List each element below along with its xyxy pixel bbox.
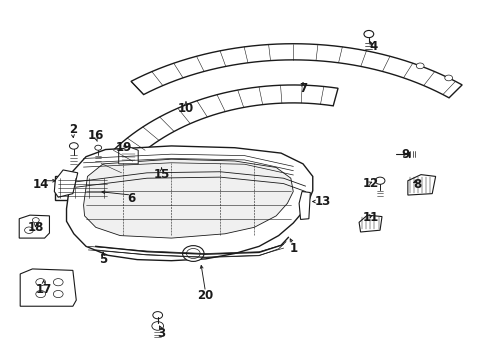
Circle shape <box>363 31 373 38</box>
Circle shape <box>374 177 384 184</box>
Polygon shape <box>20 269 76 306</box>
Circle shape <box>415 63 423 69</box>
Text: 4: 4 <box>369 40 377 53</box>
Text: 13: 13 <box>314 195 330 208</box>
Text: 19: 19 <box>115 141 131 154</box>
Text: B: B <box>36 224 39 228</box>
Polygon shape <box>83 159 293 238</box>
Text: 10: 10 <box>178 102 194 115</box>
Text: 20: 20 <box>197 289 213 302</box>
Text: 7: 7 <box>298 82 306 95</box>
Circle shape <box>152 321 163 330</box>
Polygon shape <box>101 85 337 173</box>
Polygon shape <box>66 146 312 261</box>
Polygon shape <box>131 44 461 98</box>
Text: 9: 9 <box>401 148 408 161</box>
Circle shape <box>53 279 63 286</box>
Text: 5: 5 <box>99 253 107 266</box>
Circle shape <box>36 279 45 286</box>
Text: 6: 6 <box>127 192 135 205</box>
Circle shape <box>36 291 45 298</box>
Text: 11: 11 <box>363 211 379 224</box>
Polygon shape <box>119 147 138 164</box>
Polygon shape <box>407 175 435 195</box>
Text: 8: 8 <box>413 178 421 191</box>
Text: 15: 15 <box>153 168 169 181</box>
Polygon shape <box>55 176 109 200</box>
Circle shape <box>182 246 203 261</box>
Text: 17: 17 <box>36 283 52 296</box>
Text: 14: 14 <box>32 178 49 191</box>
Text: 3: 3 <box>157 327 165 340</box>
Circle shape <box>53 291 63 298</box>
Circle shape <box>24 227 33 233</box>
Circle shape <box>153 312 162 319</box>
Text: 12: 12 <box>363 177 379 190</box>
Text: 18: 18 <box>27 221 44 234</box>
Polygon shape <box>54 170 78 197</box>
Polygon shape <box>19 215 49 238</box>
Polygon shape <box>358 215 381 232</box>
Circle shape <box>69 143 78 149</box>
Circle shape <box>444 75 452 81</box>
Text: 2: 2 <box>69 123 77 136</box>
Circle shape <box>186 248 200 258</box>
Text: 1: 1 <box>288 242 297 255</box>
Circle shape <box>95 145 102 150</box>
Polygon shape <box>299 192 310 220</box>
Circle shape <box>32 218 39 223</box>
Text: 16: 16 <box>88 129 104 142</box>
